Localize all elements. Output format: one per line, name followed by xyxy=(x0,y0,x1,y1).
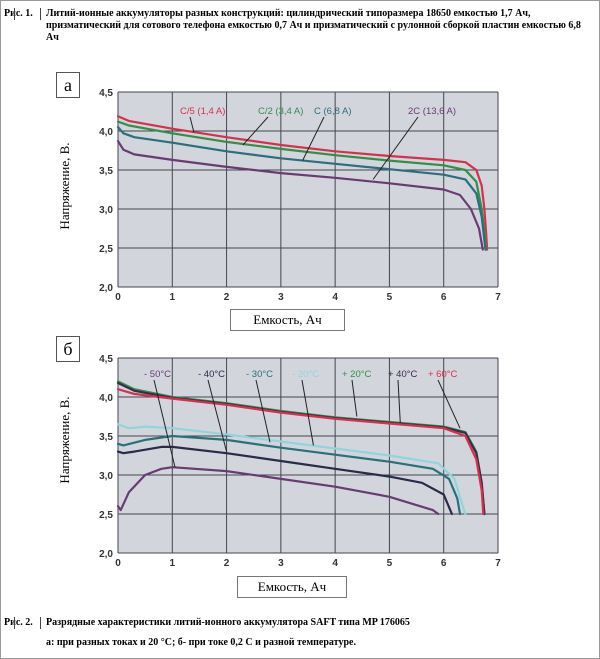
series-label: + 20°C xyxy=(342,369,372,380)
y-tick-label: 4,0 xyxy=(99,127,113,138)
series-line xyxy=(116,388,485,516)
plot-area xyxy=(118,358,498,553)
x-axis-label-a: Емкость, Ач xyxy=(230,309,345,331)
x-tick-label: 2 xyxy=(224,292,230,303)
x-axis-label-b: Емкость, Ач xyxy=(237,576,347,598)
x-tick-label: 2 xyxy=(224,558,230,569)
x-tick-label: 3 xyxy=(278,292,284,303)
x-tick-label: 5 xyxy=(387,292,393,303)
series-line xyxy=(116,115,489,251)
series-label: - 20°C xyxy=(292,369,319,380)
series-line xyxy=(116,120,488,251)
figure-1-text: Литий-ионные аккумуляторы разных констру… xyxy=(46,8,581,43)
y-tick-label: 2,5 xyxy=(99,244,113,255)
x-tick-label: 6 xyxy=(441,292,447,303)
series-line xyxy=(116,423,467,516)
caption-divider xyxy=(40,617,41,629)
leader-line xyxy=(302,116,325,161)
y-tick-label: 4,5 xyxy=(99,354,113,365)
chart-b-svg: 0 1 2 3 4 5 6 7 2,0 2,5 3,0 3,5 4,0 4,5 - 50°C - 40°C - … xyxy=(99,354,501,569)
y-tick-label: 2,5 xyxy=(99,510,113,521)
series-line xyxy=(116,434,462,516)
x-tick-label: 0 xyxy=(115,292,121,303)
x-tick-label: 5 xyxy=(387,558,393,569)
figure-2-text-line2: а: при разных токах и 20 °С; б- при токе… xyxy=(46,637,356,648)
leader-line xyxy=(301,379,314,446)
panel-a-letter: а xyxy=(56,72,80,98)
series-label: 2C (13,6 A) xyxy=(408,106,456,117)
x-tick-label: 7 xyxy=(495,558,501,569)
chart-panel-a: 0 1 2 3 4 5 6 7 2,0 2,5 3,0 3,5 4,0 4,5 C/5 (1,4 A) C/2… xyxy=(58,84,508,344)
y-axis-label-a: Напряжение, В. xyxy=(57,142,72,230)
y-axis-label-b: Напряжение, В. xyxy=(57,396,72,484)
y-tick-label: 3,0 xyxy=(99,205,113,216)
series-label: C (6,8 A) xyxy=(314,106,352,117)
caption-divider xyxy=(14,8,15,20)
series-label: - 30°C xyxy=(246,369,273,380)
leader-line xyxy=(372,116,419,180)
chart-panel-b: 0 1 2 3 4 5 6 7 2,0 2,5 3,0 3,5 4,0 4,5 - 50°C - 40°C - … xyxy=(58,350,508,610)
x-tick-label: 1 xyxy=(170,292,176,303)
y-tick-label: 3,5 xyxy=(99,432,113,443)
series-line xyxy=(116,445,453,516)
leader-line xyxy=(153,379,176,468)
x-tick-label: 1 xyxy=(170,558,176,569)
leader-line xyxy=(207,379,228,452)
leader-line xyxy=(351,379,358,417)
x-tick-label: 4 xyxy=(332,292,338,303)
series-label: - 40°C xyxy=(198,369,225,380)
y-tick-label: 2,0 xyxy=(99,549,113,560)
y-tick-label: 4,5 xyxy=(99,88,113,99)
y-tick-label: 4,0 xyxy=(99,393,113,404)
caption-divider xyxy=(40,8,41,20)
series-label: + 40°C xyxy=(388,369,418,380)
series-label: C/2 (3,4 A) xyxy=(258,106,303,117)
y-tick-label: 3,5 xyxy=(99,166,113,177)
series-line xyxy=(116,126,487,251)
figure-2-label: Рис. 2. xyxy=(4,617,33,628)
y-tick-label: 3,0 xyxy=(99,471,113,482)
chart-a-svg: 0 1 2 3 4 5 6 7 2,0 2,5 3,0 3,5 4,0 4,5 C/5 (1,4 A) C/2… xyxy=(99,88,501,303)
x-tick-label: 0 xyxy=(115,558,121,569)
figure-2-text-line1: Разрядные характеристики литий-ионного а… xyxy=(46,617,410,628)
x-tick-label: 6 xyxy=(441,558,447,569)
leader-line xyxy=(437,379,461,429)
x-tick-label: 7 xyxy=(495,292,501,303)
y-tick-label: 2,0 xyxy=(99,283,113,294)
figure-1-label: Рис. 1. xyxy=(4,8,33,19)
series-line xyxy=(116,140,484,251)
x-tick-label: 4 xyxy=(332,558,338,569)
leader-line xyxy=(189,116,195,133)
panel-b-letter: б xyxy=(56,336,80,362)
x-tick-label: 3 xyxy=(278,558,284,569)
series-label: C/5 (1,4 A) xyxy=(180,106,225,117)
series-label: - 50°C xyxy=(144,369,171,380)
leader-line xyxy=(242,116,269,146)
series-label: + 60°C xyxy=(428,369,458,380)
leader-line xyxy=(397,379,401,423)
caption-divider xyxy=(14,617,15,629)
series-line xyxy=(116,466,440,516)
leader-line xyxy=(255,379,271,443)
